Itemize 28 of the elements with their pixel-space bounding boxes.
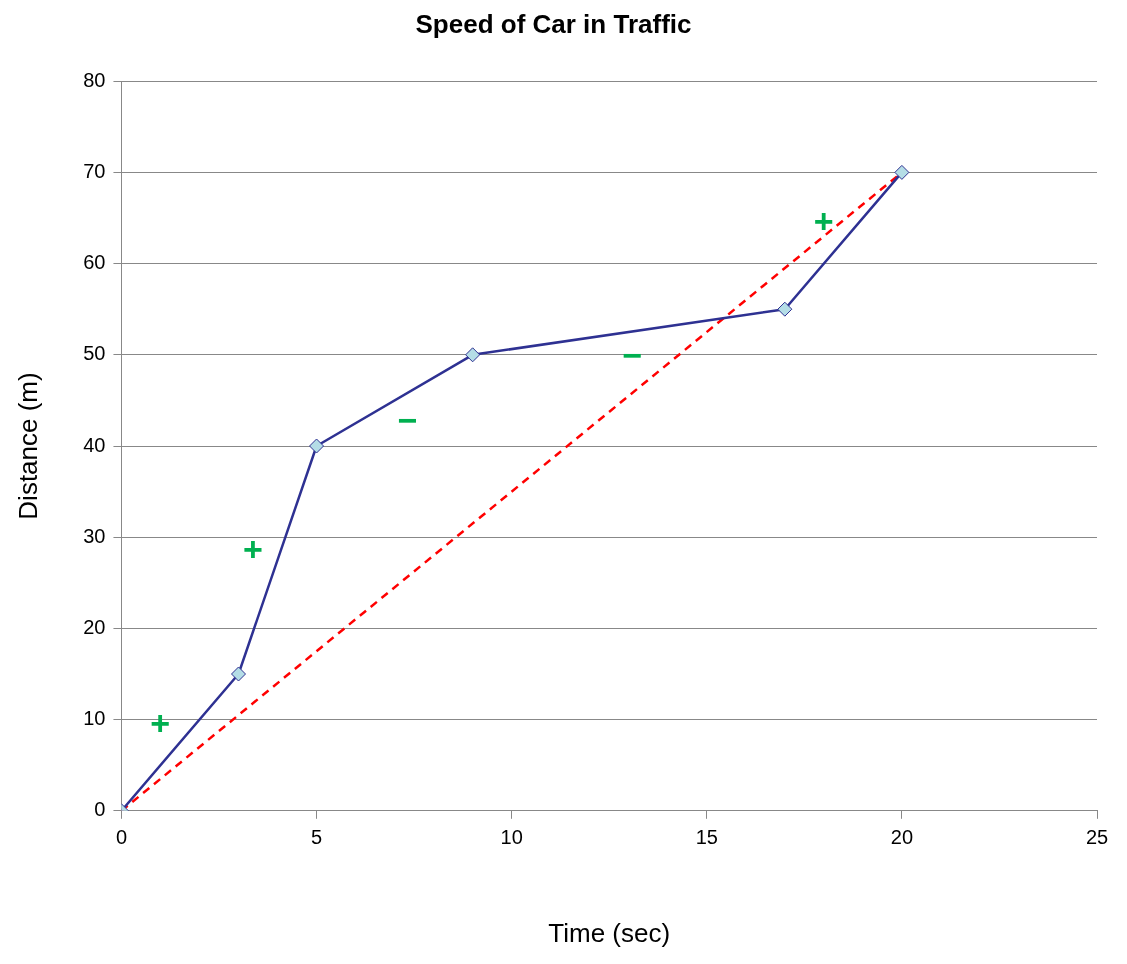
annotation: + [243, 529, 263, 568]
point [231, 666, 247, 682]
annotation: + [150, 703, 171, 742]
y-tick-label: 80 [83, 68, 106, 91]
x-tick-label: 25 [1085, 826, 1109, 849]
y-tick-label: 70 [83, 159, 106, 182]
annotation: − [622, 336, 643, 375]
x-tick-label: 15 [695, 826, 718, 849]
point [465, 347, 481, 363]
point [777, 301, 793, 317]
point [894, 164, 910, 180]
chart-title: Speed of Car in Traffic [415, 8, 692, 39]
x-tick-label: 20 [890, 826, 914, 849]
x-tick-label: 10 [500, 826, 523, 849]
x-axis-title: Time (sec) [548, 917, 671, 948]
annotation: − [397, 401, 418, 440]
y-tick-label: 10 [83, 707, 106, 730]
y-tick-label: 0 [94, 798, 106, 821]
point [309, 438, 325, 454]
y-tick-label: 50 [83, 342, 106, 365]
y-axis-title: Distance (m) [12, 372, 43, 520]
y-tick-label: 60 [83, 251, 106, 274]
x-tick-label: 5 [310, 826, 323, 849]
annotation: + [813, 202, 834, 241]
y-tick-label: 30 [83, 524, 106, 547]
y-tick-label: 20 [83, 615, 106, 638]
x-tick-label: 0 [115, 826, 128, 849]
y-tick-label: 40 [83, 433, 106, 456]
